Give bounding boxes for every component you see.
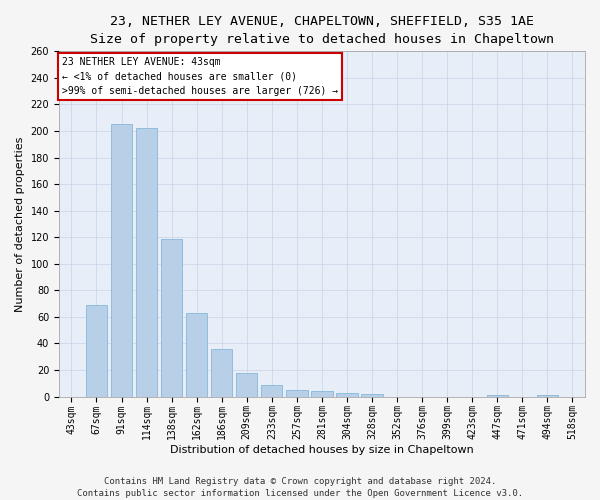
Text: Contains HM Land Registry data © Crown copyright and database right 2024.
Contai: Contains HM Land Registry data © Crown c… bbox=[77, 476, 523, 498]
Bar bbox=[311, 391, 332, 396]
Bar bbox=[136, 128, 157, 396]
Bar bbox=[86, 305, 107, 396]
Y-axis label: Number of detached properties: Number of detached properties bbox=[15, 136, 25, 312]
Bar bbox=[487, 395, 508, 396]
Bar bbox=[211, 349, 232, 397]
Bar bbox=[337, 392, 358, 396]
Bar bbox=[186, 313, 208, 396]
Bar bbox=[537, 395, 558, 396]
Text: 23 NETHER LEY AVENUE: 43sqm
← <1% of detached houses are smaller (0)
>99% of sem: 23 NETHER LEY AVENUE: 43sqm ← <1% of det… bbox=[62, 56, 338, 96]
Bar bbox=[261, 384, 283, 396]
X-axis label: Distribution of detached houses by size in Chapeltown: Distribution of detached houses by size … bbox=[170, 445, 474, 455]
Bar bbox=[286, 390, 308, 396]
Bar bbox=[361, 394, 383, 396]
Bar bbox=[161, 238, 182, 396]
Bar bbox=[236, 372, 257, 396]
Title: 23, NETHER LEY AVENUE, CHAPELTOWN, SHEFFIELD, S35 1AE
Size of property relative : 23, NETHER LEY AVENUE, CHAPELTOWN, SHEFF… bbox=[90, 15, 554, 46]
Bar bbox=[111, 124, 132, 396]
